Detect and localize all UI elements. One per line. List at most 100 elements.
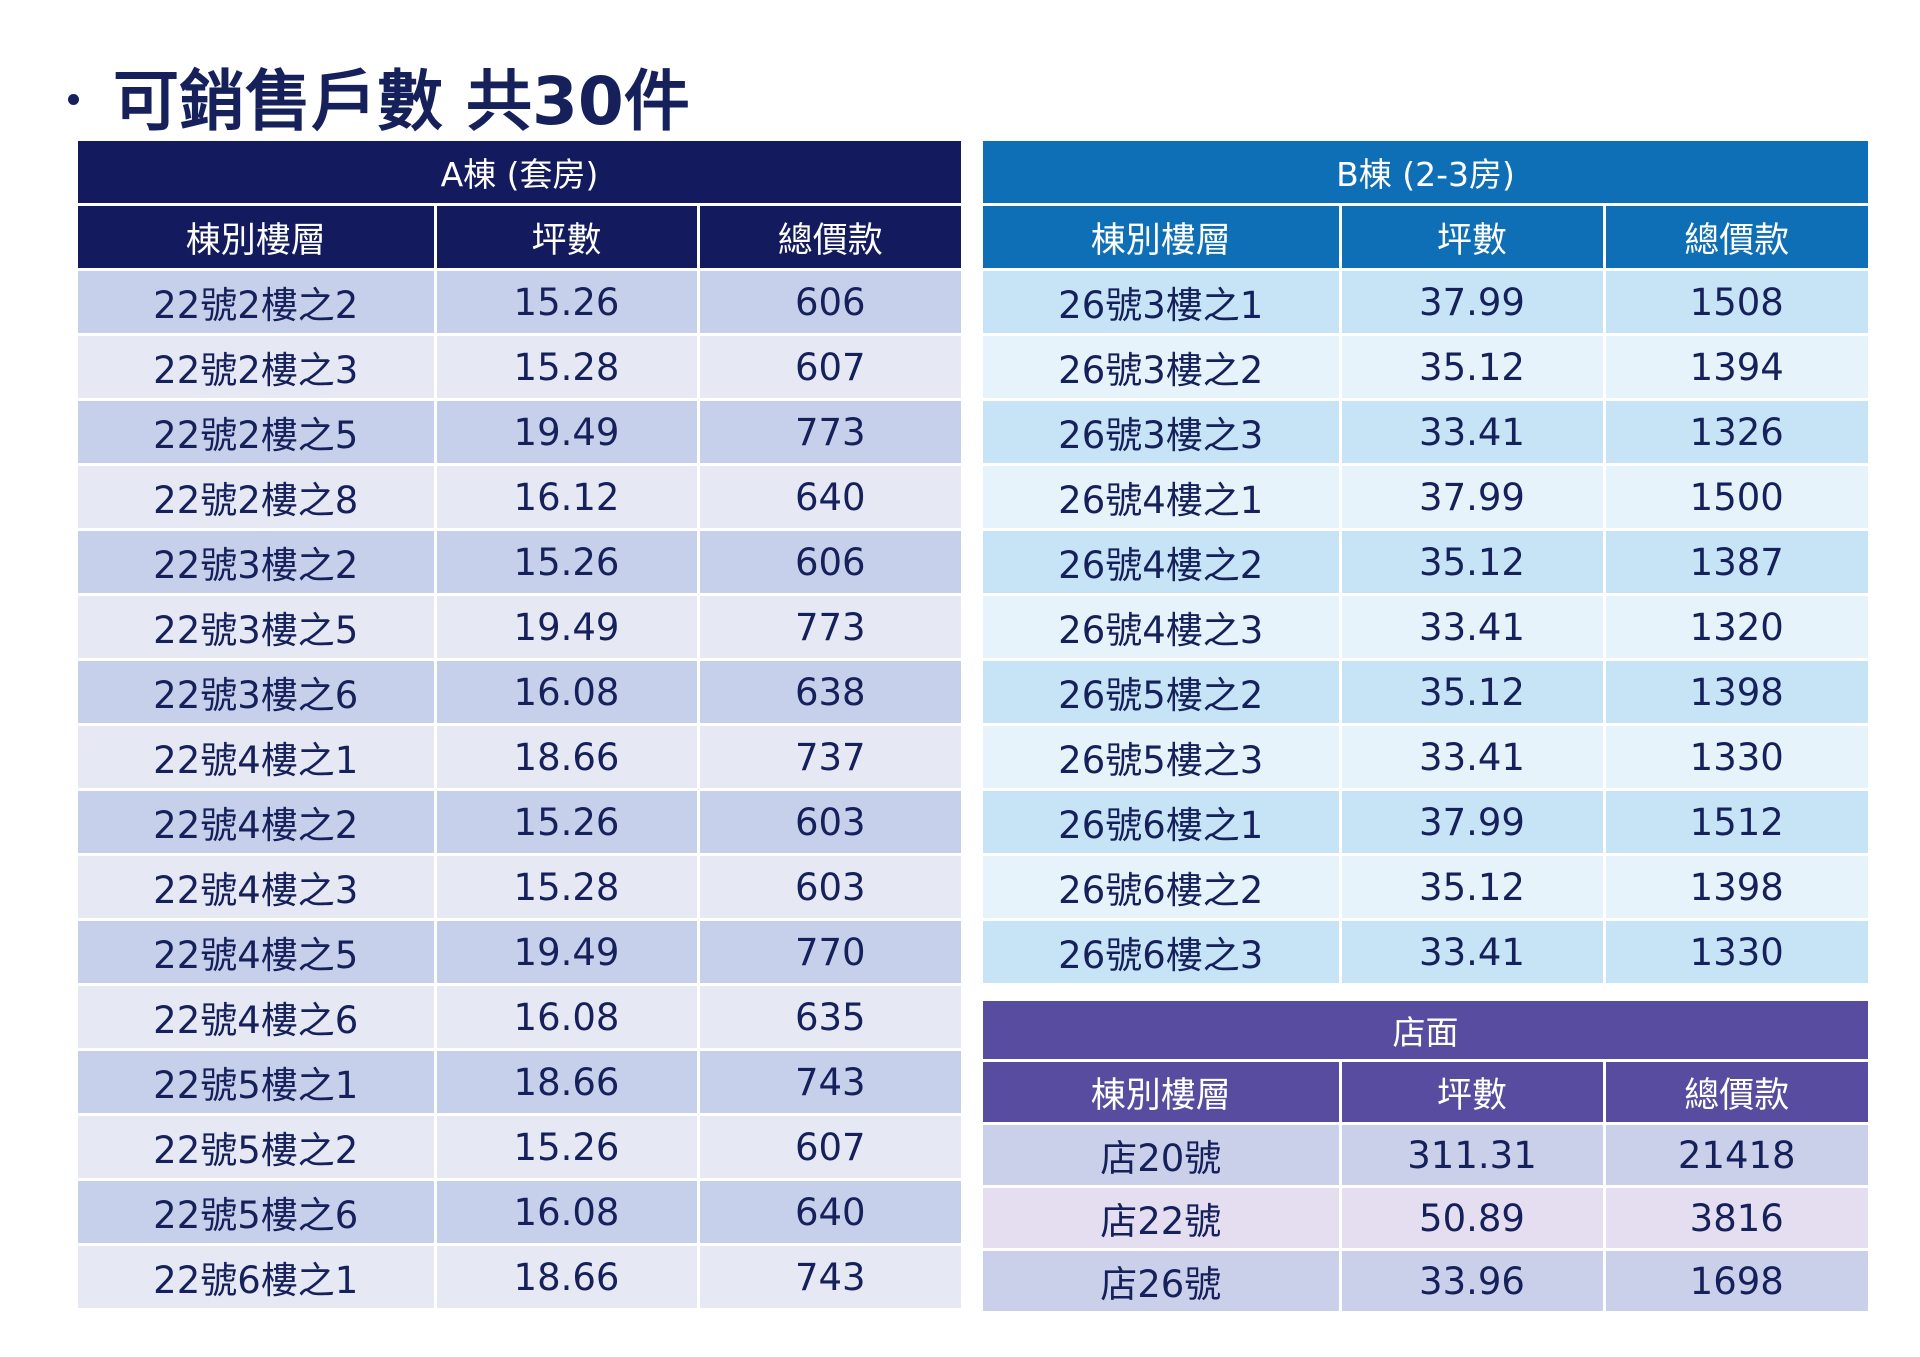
cell-floor: 22號3樓之2 bbox=[78, 528, 437, 595]
cell-floor: 22號5樓之6 bbox=[78, 1178, 437, 1245]
cell-price: 640 bbox=[698, 1178, 961, 1245]
page-title-text: 可銷售戶數 共30件 bbox=[113, 63, 690, 140]
cell-area: 37.99 bbox=[1340, 788, 1606, 855]
cell-price: 607 bbox=[698, 333, 961, 400]
table-row: 22號5樓之2 15.26 607 bbox=[78, 1113, 961, 1180]
cell-price: 1326 bbox=[1604, 398, 1868, 465]
cell-floor: 22號2樓之3 bbox=[78, 333, 437, 400]
cell-floor: 26號4樓之1 bbox=[983, 463, 1342, 530]
table-row: 26號6樓之3 33.41 1330 bbox=[983, 918, 1868, 983]
cell-area: 15.26 bbox=[435, 1113, 700, 1180]
cell-price: 1330 bbox=[1604, 918, 1868, 983]
cell-floor: 22號4樓之1 bbox=[78, 723, 437, 790]
column-header-floor: 棟別樓層 bbox=[78, 203, 437, 270]
cell-price: 743 bbox=[698, 1048, 961, 1115]
cell-floor: 22號5樓之1 bbox=[78, 1048, 437, 1115]
table-row: 22號4樓之1 18.66 737 bbox=[78, 723, 961, 790]
cell-price: 1320 bbox=[1604, 593, 1868, 660]
cell-price: 773 bbox=[698, 398, 961, 465]
cell-price: 638 bbox=[698, 658, 961, 725]
table-row: 26號3樓之1 37.99 1508 bbox=[983, 268, 1868, 335]
cell-price: 603 bbox=[698, 788, 961, 855]
table-row: 26號5樓之3 33.41 1330 bbox=[983, 723, 1868, 790]
cell-area: 18.66 bbox=[435, 1243, 700, 1308]
table-row: 22號4樓之3 15.28 603 bbox=[78, 853, 961, 920]
cell-price: 1512 bbox=[1604, 788, 1868, 855]
cell-price: 640 bbox=[698, 463, 961, 530]
cell-price: 743 bbox=[698, 1243, 961, 1308]
cell-area: 35.12 bbox=[1340, 658, 1606, 725]
cell-floor: 22號4樓之3 bbox=[78, 853, 437, 920]
cell-price: 1500 bbox=[1604, 463, 1868, 530]
cell-floor: 22號4樓之6 bbox=[78, 983, 437, 1050]
cell-area: 50.89 bbox=[1340, 1185, 1606, 1250]
cell-floor: 26號4樓之2 bbox=[983, 528, 1342, 595]
table-row: 22號2樓之5 19.49 773 bbox=[78, 398, 961, 465]
table-row: 26號4樓之1 37.99 1500 bbox=[983, 463, 1868, 530]
cell-area: 33.41 bbox=[1340, 593, 1606, 660]
cell-area: 33.96 bbox=[1340, 1248, 1606, 1311]
table-row: 22號3樓之5 19.49 773 bbox=[78, 593, 961, 660]
cell-price: 770 bbox=[698, 918, 961, 985]
cell-price: 606 bbox=[698, 528, 961, 595]
cell-floor: 22號2樓之5 bbox=[78, 398, 437, 465]
table-row: 22號2樓之2 15.26 606 bbox=[78, 268, 961, 335]
table-row: 26號3樓之2 35.12 1394 bbox=[983, 333, 1868, 400]
cell-area: 16.08 bbox=[435, 658, 700, 725]
cell-floor: 22號3樓之6 bbox=[78, 658, 437, 725]
table-row: 22號3樓之2 15.26 606 bbox=[78, 528, 961, 595]
column-header-area: 坪數 bbox=[435, 203, 700, 270]
table-shops: 店面 棟別樓層 坪數 總價款 店20號 311.31 21418 店22號 50.89 3… bbox=[983, 1001, 1868, 1311]
cell-area: 33.41 bbox=[1340, 918, 1606, 983]
cell-area: 15.26 bbox=[435, 268, 700, 335]
cell-floor: 26號4樓之3 bbox=[983, 593, 1342, 660]
column-header-price: 總價款 bbox=[1604, 1059, 1868, 1124]
cell-area: 37.99 bbox=[1340, 268, 1606, 335]
cell-floor: 22號4樓之2 bbox=[78, 788, 437, 855]
cell-area: 19.49 bbox=[435, 918, 700, 985]
cell-price: 1394 bbox=[1604, 333, 1868, 400]
cell-area: 19.49 bbox=[435, 398, 700, 465]
table-row: 26號3樓之3 33.41 1326 bbox=[983, 398, 1868, 465]
cell-floor: 22號3樓之5 bbox=[78, 593, 437, 660]
cell-floor: 26號3樓之2 bbox=[983, 333, 1342, 400]
table-row: 26號4樓之3 33.41 1320 bbox=[983, 593, 1868, 660]
cell-floor: 26號6樓之3 bbox=[983, 918, 1342, 983]
table-row: 店26號 33.96 1698 bbox=[983, 1248, 1868, 1311]
table-row: 22號4樓之5 19.49 770 bbox=[78, 918, 961, 985]
table-row: 店22號 50.89 3816 bbox=[983, 1185, 1868, 1250]
column-header-floor: 棟別樓層 bbox=[983, 1059, 1342, 1124]
cell-floor: 22號6樓之1 bbox=[78, 1243, 437, 1308]
cell-floor: 26號6樓之2 bbox=[983, 853, 1342, 920]
table-shop-heading: 店面 bbox=[983, 1001, 1868, 1061]
cell-area: 16.08 bbox=[435, 983, 700, 1050]
bullet-dot bbox=[68, 93, 79, 105]
cell-price: 607 bbox=[698, 1113, 961, 1180]
cell-floor: 22號2樓之2 bbox=[78, 268, 437, 335]
cell-price: 1330 bbox=[1604, 723, 1868, 790]
cell-price: 3816 bbox=[1604, 1185, 1868, 1250]
cell-floor: 店22號 bbox=[983, 1185, 1342, 1250]
cell-floor: 22號4樓之5 bbox=[78, 918, 437, 985]
column-header-area: 坪數 bbox=[1340, 1059, 1606, 1124]
cell-floor: 店26號 bbox=[983, 1248, 1342, 1311]
table-a-heading: A棟 (套房) bbox=[78, 141, 961, 205]
cell-area: 35.12 bbox=[1340, 528, 1606, 595]
cell-floor: 22號2樓之8 bbox=[78, 463, 437, 530]
cell-price: 1398 bbox=[1604, 658, 1868, 725]
column-header-floor: 棟別樓層 bbox=[983, 203, 1342, 270]
table-row: 店20號 311.31 21418 bbox=[983, 1122, 1868, 1187]
cell-area: 15.28 bbox=[435, 333, 700, 400]
cell-area: 37.99 bbox=[1340, 463, 1606, 530]
cell-area: 16.12 bbox=[435, 463, 700, 530]
table-b-heading: B棟 (2-3房) bbox=[983, 141, 1868, 205]
cell-floor: 26號3樓之3 bbox=[983, 398, 1342, 465]
cell-price: 635 bbox=[698, 983, 961, 1050]
cell-price: 21418 bbox=[1604, 1122, 1868, 1187]
cell-floor: 26號3樓之1 bbox=[983, 268, 1342, 335]
table-building-b: B棟 (2-3房) 棟別樓層 坪數 總價款 26號3樓之1 37.99 1508 26… bbox=[983, 141, 1868, 983]
table-row: 22號2樓之3 15.28 607 bbox=[78, 333, 961, 400]
table-row: 26號6樓之2 35.12 1398 bbox=[983, 853, 1868, 920]
cell-area: 35.12 bbox=[1340, 853, 1606, 920]
cell-price: 1698 bbox=[1604, 1248, 1868, 1311]
